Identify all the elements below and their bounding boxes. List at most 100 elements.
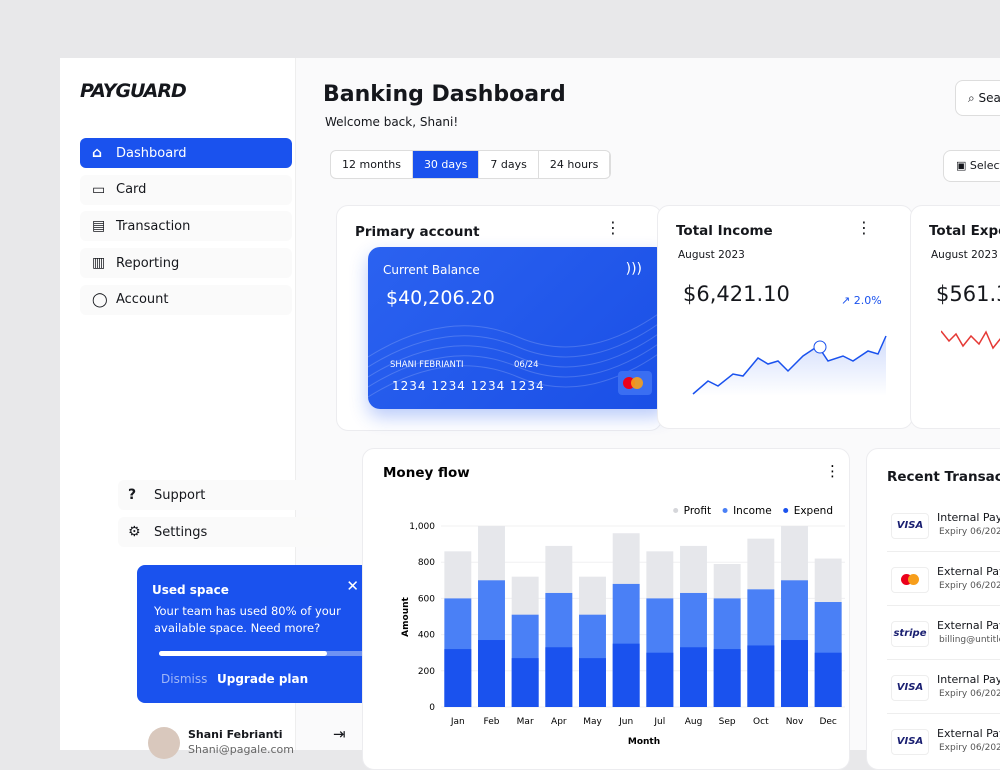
divider	[887, 605, 1000, 606]
menu[interactable]: ⋮	[825, 462, 840, 480]
income-change: ↗ 2.0%	[841, 294, 882, 307]
income-title: Total Income	[676, 223, 773, 239]
mastercard	[618, 371, 652, 395]
x-tick-label: Nov	[786, 717, 804, 727]
income-card: Total Income ⋮ August 2023 $6,421.10 ↗ 2…	[657, 205, 913, 429]
menu[interactable]: ⋮	[605, 218, 621, 237]
filters: 12 months 30 days 7 days 24 hours	[330, 150, 612, 179]
x-tick-label: Jun	[618, 717, 633, 727]
nav-label: Card	[116, 182, 147, 198]
transactions-title: Recent Transactions	[887, 469, 1000, 485]
expense-amount: $561.30	[936, 282, 1000, 306]
bar	[646, 652, 674, 707]
menu[interactable]: ⋮	[856, 218, 872, 237]
legend-swatch	[783, 508, 789, 513]
logout[interactable]: ⇥	[333, 725, 346, 743]
x-tick-label: Dec	[819, 717, 836, 727]
tx-sub: Expiry 06/2024	[939, 689, 1000, 699]
bar	[579, 658, 606, 707]
x-tick-label: Oct	[753, 717, 769, 727]
x-tick-label: Aug	[685, 717, 703, 727]
bar	[680, 647, 707, 707]
tx-brand: VISA	[896, 682, 924, 693]
expense-sparkline	[941, 330, 1000, 350]
filter-button[interactable]: 12 months	[331, 151, 413, 178]
title: Banking Dashboard	[323, 82, 566, 107]
y-tick-label: 0	[429, 703, 435, 713]
income-sparkline	[692, 335, 887, 396]
brand: PAYGUARD	[80, 80, 187, 102]
date-text: Select date	[969, 159, 1000, 172]
nav-icon: ▭	[92, 181, 106, 198]
nav-item[interactable]: ◯ Account	[80, 284, 292, 315]
tx-logo: VISA	[891, 513, 929, 539]
nav-item[interactable]: ⚙ Settings	[118, 517, 330, 547]
legend-swatch	[673, 508, 679, 513]
nav-item[interactable]: ▥ Reporting	[80, 248, 292, 279]
balance-label: Current Balance	[383, 263, 480, 277]
tx-logo: stripe	[891, 621, 929, 647]
filter-button[interactable]: 30 days	[412, 151, 480, 178]
nav-icon: ⚙	[128, 524, 141, 540]
bar	[814, 652, 842, 707]
primary-title: Primary account	[355, 224, 480, 240]
y-axis-label: Amount	[401, 596, 411, 636]
expense-title: Total Expense	[929, 223, 1000, 239]
page: PAYGUARD Used space ✕ Your team has used…	[60, 58, 1000, 770]
tx-name: Internal Payment	[937, 511, 1000, 524]
bar	[612, 643, 640, 707]
nav-label: Support	[154, 487, 206, 503]
chart-title: Money flow	[383, 465, 470, 481]
x-tick-label: Mar	[517, 717, 534, 727]
tx-brand: VISA	[896, 520, 924, 531]
subtitle: Welcome back, Shani!	[325, 115, 459, 129]
tx-sub: Expiry 06/2024	[939, 527, 1000, 537]
filter-button[interactable]: 7 days	[479, 151, 539, 178]
bank-card: Current Balance $40,206.20 ))) SHANI FEB…	[368, 247, 668, 409]
nav-icon: ◯	[92, 291, 108, 308]
nav-label: Transaction	[116, 218, 191, 234]
tx-name: External Payment	[937, 619, 1000, 632]
nav-label: Settings	[154, 524, 208, 540]
bar	[747, 645, 775, 707]
tx-sub: Expiry 06/2024	[939, 743, 1000, 753]
x-tick-label: Sep	[719, 717, 736, 727]
bar	[444, 649, 472, 707]
x-axis-label: Month	[628, 737, 660, 747]
balance: $40,206.20	[386, 287, 495, 309]
bar	[781, 640, 808, 707]
filter-button[interactable]: 24 hours	[539, 151, 611, 178]
contactless: )))	[625, 261, 642, 277]
search[interactable]: ⌕ Search	[955, 80, 1000, 116]
nav-item[interactable]: ⌂ Dashboard	[80, 138, 292, 168]
income-amount: $6,421.10	[683, 282, 790, 306]
card-number: 1234 1234 1234 1234	[392, 379, 545, 393]
divider	[887, 659, 1000, 660]
y-tick-label: 600	[418, 594, 435, 604]
bar	[545, 647, 573, 707]
upgrade[interactable]: Upgrade plan	[217, 672, 309, 686]
dismiss[interactable]: Dismiss	[161, 672, 208, 686]
close[interactable]: ✕	[346, 577, 359, 595]
y-tick-label: 200	[418, 667, 435, 677]
y-tick-label: 800	[418, 558, 435, 568]
nav-icon: ▥	[92, 255, 106, 272]
nav-item[interactable]: ? Support	[118, 480, 330, 510]
legend-swatch	[722, 508, 728, 513]
used-text: Your team has used 80% of your available…	[154, 604, 341, 635]
tx-name: Internal Payment	[937, 673, 1000, 686]
tx-sub: billing@untitled.com	[939, 635, 1000, 645]
avatar	[148, 727, 180, 759]
nav-item[interactable]: ▤ Transaction	[80, 211, 292, 242]
nav-icon: ⌂	[92, 145, 103, 161]
x-tick-label: May	[583, 717, 602, 727]
holder: SHANI FEBRIANTI	[390, 360, 464, 370]
nav-item[interactable]: ▭ Card	[80, 174, 292, 205]
tx-sub: Expiry 06/2024	[939, 581, 1000, 591]
legend-label: Profit	[684, 505, 711, 517]
date-picker[interactable]: ▣ Select date	[943, 150, 1000, 182]
nav-icon: ?	[128, 487, 137, 503]
bar	[713, 649, 741, 707]
tx-brand: VISA	[896, 736, 924, 747]
money-flow: Money flow ⋮ Amount Month 0 200 400 600 800 1…	[362, 448, 850, 770]
